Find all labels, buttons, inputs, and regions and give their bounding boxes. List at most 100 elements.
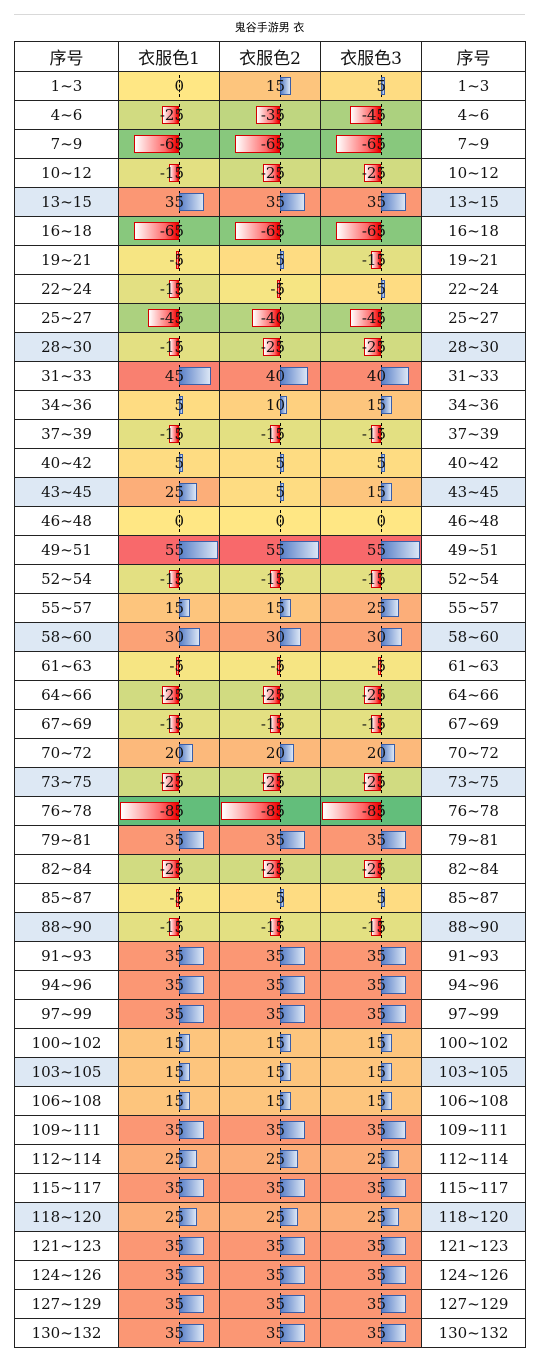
row-index-right[interactable]: 10~12 (421, 158, 526, 188)
value-cell-color-3[interactable]: -15 (320, 709, 422, 739)
value-cell-color-1[interactable]: 55 (118, 535, 220, 565)
value-cell-color-1[interactable]: 35 (118, 1173, 220, 1203)
row-index-right[interactable]: 100~102 (421, 1028, 526, 1058)
row-index-right[interactable]: 76~78 (421, 796, 526, 826)
value-cell-color-2[interactable]: 35 (219, 187, 321, 217)
row-index-left[interactable]: 130~132 (14, 1318, 119, 1348)
value-cell-color-3[interactable]: -5 (320, 651, 422, 681)
value-cell-color-2[interactable]: -40 (219, 303, 321, 333)
value-cell-color-3[interactable]: 35 (320, 1318, 422, 1348)
value-cell-color-1[interactable]: 35 (118, 1231, 220, 1261)
value-cell-color-1[interactable]: -15 (118, 912, 220, 942)
value-cell-color-3[interactable]: 40 (320, 361, 422, 391)
row-index-left[interactable]: 88~90 (14, 912, 119, 942)
value-cell-color-2[interactable]: 15 (219, 1086, 321, 1116)
row-index-right[interactable]: 88~90 (421, 912, 526, 942)
value-cell-color-3[interactable]: -25 (320, 854, 422, 884)
value-cell-color-1[interactable]: 35 (118, 1260, 220, 1290)
value-cell-color-2[interactable]: -15 (219, 709, 321, 739)
value-cell-color-1[interactable]: -15 (118, 419, 220, 449)
value-cell-color-2[interactable]: 10 (219, 390, 321, 420)
row-index-right[interactable]: 4~6 (421, 100, 526, 130)
value-cell-color-2[interactable]: 35 (219, 1115, 321, 1145)
value-cell-color-2[interactable]: 5 (219, 245, 321, 275)
value-cell-color-3[interactable]: -65 (320, 216, 422, 246)
value-cell-color-1[interactable]: -5 (118, 245, 220, 275)
value-cell-color-1[interactable]: 25 (118, 477, 220, 507)
value-cell-color-2[interactable]: 15 (219, 71, 321, 101)
row-index-left[interactable]: 7~9 (14, 129, 119, 159)
row-index-left[interactable]: 70~72 (14, 738, 119, 768)
value-cell-color-2[interactable]: -25 (219, 767, 321, 797)
row-index-right[interactable]: 91~93 (421, 941, 526, 971)
value-cell-color-2[interactable]: 5 (219, 477, 321, 507)
row-index-right[interactable]: 124~126 (421, 1260, 526, 1290)
value-cell-color-1[interactable]: 35 (118, 825, 220, 855)
row-index-right[interactable]: 127~129 (421, 1289, 526, 1319)
value-cell-color-3[interactable]: 0 (320, 506, 422, 536)
value-cell-color-1[interactable]: 15 (118, 1057, 220, 1087)
value-cell-color-1[interactable]: 35 (118, 1318, 220, 1348)
row-index-right[interactable]: 109~111 (421, 1115, 526, 1145)
value-cell-color-2[interactable]: -25 (219, 332, 321, 362)
value-cell-color-3[interactable]: 55 (320, 535, 422, 565)
value-cell-color-3[interactable]: 5 (320, 71, 422, 101)
value-cell-color-2[interactable]: -5 (219, 274, 321, 304)
value-cell-color-2[interactable]: 15 (219, 1057, 321, 1087)
value-cell-color-3[interactable]: 25 (320, 1202, 422, 1232)
value-cell-color-3[interactable]: 35 (320, 1173, 422, 1203)
row-index-left[interactable]: 31~33 (14, 361, 119, 391)
row-index-left[interactable]: 112~114 (14, 1144, 119, 1174)
value-cell-color-1[interactable]: -5 (118, 651, 220, 681)
value-cell-color-1[interactable]: 5 (118, 448, 220, 478)
value-cell-color-3[interactable]: 20 (320, 738, 422, 768)
value-cell-color-3[interactable]: -65 (320, 129, 422, 159)
row-index-right[interactable]: 106~108 (421, 1086, 526, 1116)
value-cell-color-3[interactable]: -45 (320, 303, 422, 333)
value-cell-color-1[interactable]: -25 (118, 854, 220, 884)
value-cell-color-1[interactable]: -25 (118, 680, 220, 710)
value-cell-color-3[interactable]: 5 (320, 883, 422, 913)
row-index-left[interactable]: 64~66 (14, 680, 119, 710)
value-cell-color-1[interactable]: 0 (118, 506, 220, 536)
row-index-right[interactable]: 34~36 (421, 390, 526, 420)
row-index-right[interactable]: 46~48 (421, 506, 526, 536)
row-index-right[interactable]: 55~57 (421, 593, 526, 623)
value-cell-color-2[interactable]: 40 (219, 361, 321, 391)
value-cell-color-1[interactable]: -15 (118, 564, 220, 594)
row-index-right[interactable]: 73~75 (421, 767, 526, 797)
row-index-right[interactable]: 37~39 (421, 419, 526, 449)
value-cell-color-2[interactable]: -25 (219, 680, 321, 710)
value-cell-color-2[interactable]: -5 (219, 651, 321, 681)
row-index-right[interactable]: 67~69 (421, 709, 526, 739)
value-cell-color-1[interactable]: 45 (118, 361, 220, 391)
value-cell-color-2[interactable]: -25 (219, 158, 321, 188)
value-cell-color-3[interactable]: -25 (320, 767, 422, 797)
value-cell-color-3[interactable]: -15 (320, 564, 422, 594)
value-cell-color-3[interactable]: -15 (320, 245, 422, 275)
value-cell-color-1[interactable]: -65 (118, 216, 220, 246)
value-cell-color-1[interactable]: 35 (118, 941, 220, 971)
value-cell-color-2[interactable]: 35 (219, 825, 321, 855)
value-cell-color-2[interactable]: 30 (219, 622, 321, 652)
row-index-left[interactable]: 79~81 (14, 825, 119, 855)
row-index-right[interactable]: 103~105 (421, 1057, 526, 1087)
value-cell-color-2[interactable]: 35 (219, 1260, 321, 1290)
value-cell-color-3[interactable]: 35 (320, 1231, 422, 1261)
value-cell-color-2[interactable]: -25 (219, 854, 321, 884)
value-cell-color-1[interactable]: 25 (118, 1202, 220, 1232)
value-cell-color-2[interactable]: -15 (219, 564, 321, 594)
value-cell-color-3[interactable]: -45 (320, 100, 422, 130)
value-cell-color-1[interactable]: 35 (118, 999, 220, 1029)
row-index-left[interactable]: 16~18 (14, 216, 119, 246)
value-cell-color-1[interactable]: -15 (118, 332, 220, 362)
row-index-left[interactable]: 58~60 (14, 622, 119, 652)
row-index-left[interactable]: 34~36 (14, 390, 119, 420)
value-cell-color-3[interactable]: 35 (320, 999, 422, 1029)
row-index-left[interactable]: 25~27 (14, 303, 119, 333)
value-cell-color-2[interactable]: 5 (219, 883, 321, 913)
value-cell-color-3[interactable]: -85 (320, 796, 422, 826)
row-index-left[interactable]: 94~96 (14, 970, 119, 1000)
row-index-left[interactable]: 37~39 (14, 419, 119, 449)
row-index-left[interactable]: 73~75 (14, 767, 119, 797)
